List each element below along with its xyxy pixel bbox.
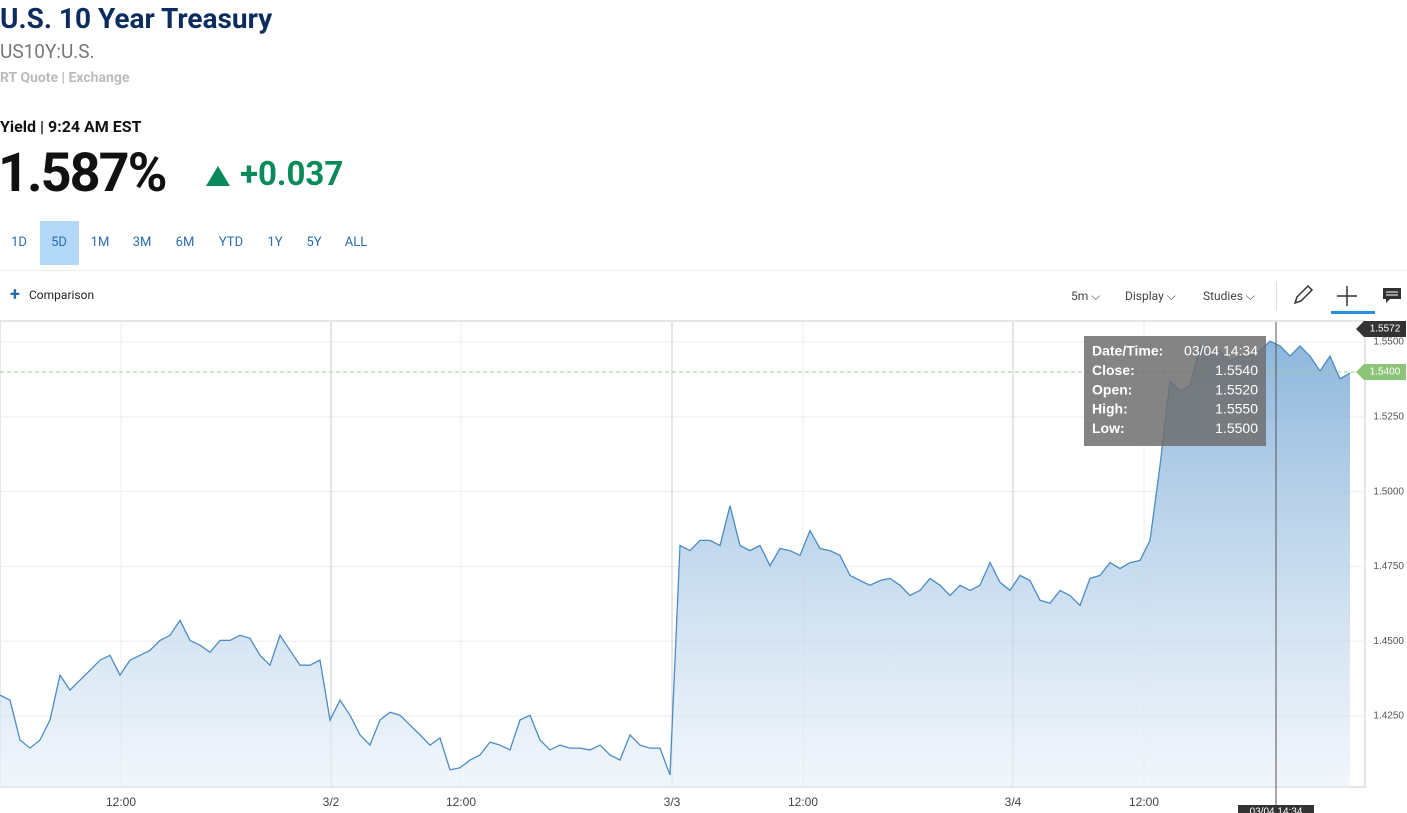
y-tick-label: 1.5500 [1373, 337, 1404, 348]
tooltip-key: Close: [1092, 362, 1135, 378]
tooltip-key: High: [1092, 401, 1128, 417]
x-tick-label: 12:00 [1129, 795, 1159, 809]
high-price-tag [1356, 321, 1406, 337]
y-tick-label: 1.4500 [1373, 636, 1404, 647]
tooltip-key: Date/Time: [1092, 343, 1163, 359]
separator [1276, 282, 1277, 310]
range-button[interactable]: 1Y [267, 235, 283, 250]
range-button[interactable]: 5Y [306, 235, 322, 250]
last-price-label: 1.5400 [1370, 367, 1401, 378]
studies-label: Studies [1203, 289, 1243, 303]
symbol: US10Y:U.S. [0, 40, 95, 63]
crosshair-tag [1238, 805, 1314, 813]
plot-frame [0, 320, 1366, 788]
interval[interactable]: 5m ⌵ [1071, 289, 1101, 303]
range-button[interactable]: 5D [39, 221, 79, 265]
tooltip-value: 1.5520 [1215, 381, 1258, 397]
price-line [0, 340, 1351, 776]
comparison[interactable]: Comparison [29, 288, 95, 302]
last-price-tag [1356, 363, 1406, 380]
quote-label: Yield | 9:24 AM EST [0, 117, 142, 136]
high-price-label: 1.5572 [1370, 324, 1401, 335]
crosshair-label: 03/04 14:34 [1250, 807, 1303, 813]
range-button[interactable]: 1M [90, 235, 110, 250]
range-button[interactable]: 6M [175, 235, 195, 250]
tooltip-value: 03/04 14:34 [1184, 343, 1258, 359]
change: +0.037 [240, 155, 344, 194]
y-tick-label: 1.5250 [1373, 411, 1404, 422]
up-arrow [206, 166, 230, 186]
range-button[interactable]: YTD [218, 235, 244, 250]
x-tick-label: 12:00 [446, 795, 476, 809]
tooltip-key: Low: [1092, 420, 1125, 436]
tooltip-value: 1.5550 [1215, 401, 1258, 417]
title: U.S. 10 Year Treasury [0, 2, 273, 35]
plus-icon[interactable]: + [10, 284, 20, 305]
display-label: Display [1125, 289, 1164, 303]
x-tick-label: 3/3 [664, 795, 681, 809]
divider [0, 270, 1407, 271]
studies[interactable]: Studies ⌵ [1203, 289, 1255, 303]
x-tick-label: 3/4 [1005, 795, 1022, 809]
comment-icon[interactable] [1382, 287, 1402, 305]
x-tick-label: 12:00 [788, 795, 818, 809]
range-button[interactable]: 3M [132, 235, 152, 250]
draw-icon[interactable] [1292, 284, 1314, 306]
crosshair-icon[interactable] [1331, 284, 1375, 314]
tooltip-key: Open: [1092, 381, 1132, 397]
price: 1.587% [0, 142, 168, 205]
range-button[interactable]: ALL [344, 235, 368, 250]
tooltip-value: 1.5540 [1215, 362, 1258, 378]
source: RT Quote | Exchange [0, 70, 130, 86]
x-tick-label: 3/2 [323, 795, 340, 809]
tooltip-value: 1.5500 [1215, 420, 1258, 436]
x-tick-label: 12:00 [106, 795, 136, 809]
interval-label: 5m [1071, 289, 1089, 303]
y-tick-label: 1.4250 [1373, 711, 1404, 722]
range-button[interactable]: 1D [11, 235, 27, 250]
area-fill [0, 341, 1350, 787]
y-tick-label: 1.5000 [1373, 486, 1404, 497]
display[interactable]: Display ⌵ [1125, 289, 1176, 303]
tooltip-box [1084, 336, 1266, 446]
y-tick-label: 1.4750 [1373, 561, 1404, 572]
